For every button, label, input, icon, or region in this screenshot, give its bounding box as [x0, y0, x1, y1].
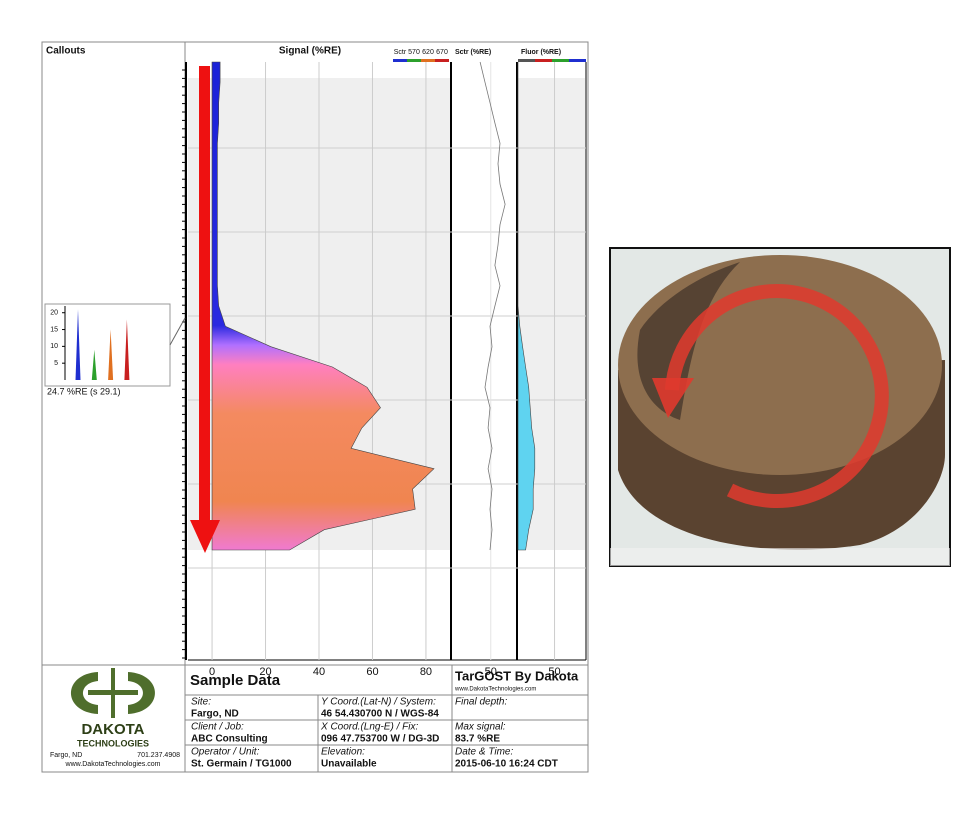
- sctr-title: Sctr (%RE): [455, 49, 491, 56]
- legend-swatch: [435, 59, 449, 62]
- x-tick-label: 20: [259, 666, 271, 678]
- cell-value: 83.7 %RE: [455, 734, 500, 745]
- cell-label: X Coord.(Lng-E) / Fix:: [320, 722, 418, 733]
- callout-label: 24.7 %RE (s 29.1): [47, 386, 121, 396]
- callouts-title: Callouts: [46, 46, 86, 57]
- company-web: www.DakotaTechnologies.com: [65, 761, 161, 768]
- y-tick-label: 5: [54, 360, 58, 367]
- plots: 0 20 40 60 80 50 50 Sctr 570 620 670: [209, 49, 586, 678]
- callout-box: [44, 303, 171, 387]
- company-phone: 701.237.4908: [137, 752, 180, 759]
- peak: [75, 309, 81, 380]
- depth-arrow: [199, 66, 210, 526]
- cell-value: 46 54.430700 N / WGS-84: [321, 709, 439, 720]
- brand: TarGOST By Dakota: [455, 668, 579, 683]
- x-tick-label: 40: [313, 666, 325, 678]
- y-tick-label: 15: [50, 326, 58, 333]
- sctr-line: [479, 61, 506, 551]
- company-sub: TECHNOLOGIES: [77, 738, 149, 748]
- sample-photo: [609, 247, 951, 567]
- legend-label: 570: [408, 49, 420, 56]
- x-tick-label: 60: [366, 666, 378, 678]
- company-city: Fargo, ND: [50, 752, 82, 759]
- rotation-arrow-head: [652, 378, 694, 418]
- cell-label: Elevation:: [321, 747, 365, 758]
- callout-chart: 5 10 15 20: [50, 306, 130, 380]
- cell-value: 096 47.753700 W / DG-3D: [321, 734, 439, 745]
- legend-swatch: [393, 59, 407, 62]
- callout-connector: [169, 317, 186, 346]
- x-tick-label: 50: [485, 666, 497, 678]
- cell-label: Date & Time:: [455, 747, 513, 758]
- footer-title: Sample Data: [190, 672, 281, 689]
- depth-arrow-head: [190, 520, 220, 553]
- peak: [108, 329, 114, 380]
- legend-swatch: [407, 59, 421, 62]
- legend-label: Sctr: [394, 49, 407, 56]
- color-bar: [535, 59, 552, 62]
- fluor-area: [517, 62, 536, 551]
- peak: [91, 349, 97, 380]
- cell-label: Client / Job:: [191, 722, 244, 733]
- peak: [124, 319, 130, 380]
- cell-value: ABC Consulting: [191, 734, 268, 745]
- cell-value: 2015-06-10 16:24 CDT: [455, 759, 558, 770]
- color-bar: [552, 59, 569, 62]
- color-bar: [569, 59, 586, 62]
- legend-swatch: [421, 59, 435, 62]
- x-tick-label: 80: [420, 666, 432, 678]
- info-table: Site:Fargo, ND Y Coord.(Lat-N) / System:4…: [185, 694, 588, 772]
- fluor-title: Fluor (%RE): [521, 49, 561, 56]
- brand-web: www.DakotaTechnologies.com: [454, 687, 536, 693]
- y-tick-label: 20: [50, 310, 58, 317]
- cell-value: Fargo, ND: [191, 709, 239, 720]
- cell-value: Unavailable: [321, 759, 377, 770]
- logo-shape: [88, 690, 138, 695]
- signal-area: [211, 61, 435, 551]
- cell-label: Max signal:: [455, 722, 506, 733]
- legend-label: 670: [436, 49, 448, 56]
- x-tick-label: 50: [548, 666, 560, 678]
- photo-base: [610, 548, 950, 566]
- x-tick-label: 0: [209, 666, 215, 678]
- company-name: DAKOTA: [81, 721, 144, 738]
- cell-label: Final depth:: [455, 697, 507, 708]
- cell-value: St. Germain / TG1000: [191, 759, 292, 770]
- logo-shape: [128, 672, 155, 714]
- logo-shape: [71, 672, 98, 714]
- signal-title: Signal (%RE): [279, 46, 341, 57]
- logo: [71, 668, 155, 718]
- cell-label: Y Coord.(Lat-N) / System:: [321, 697, 436, 708]
- legend-label: 620: [422, 49, 434, 56]
- cell-label: Operator / Unit:: [191, 747, 260, 758]
- color-bar: [518, 59, 535, 62]
- y-tick-label: 10: [50, 343, 58, 350]
- cell-label: Site:: [191, 697, 211, 708]
- rotation-arrow: [665, 284, 889, 508]
